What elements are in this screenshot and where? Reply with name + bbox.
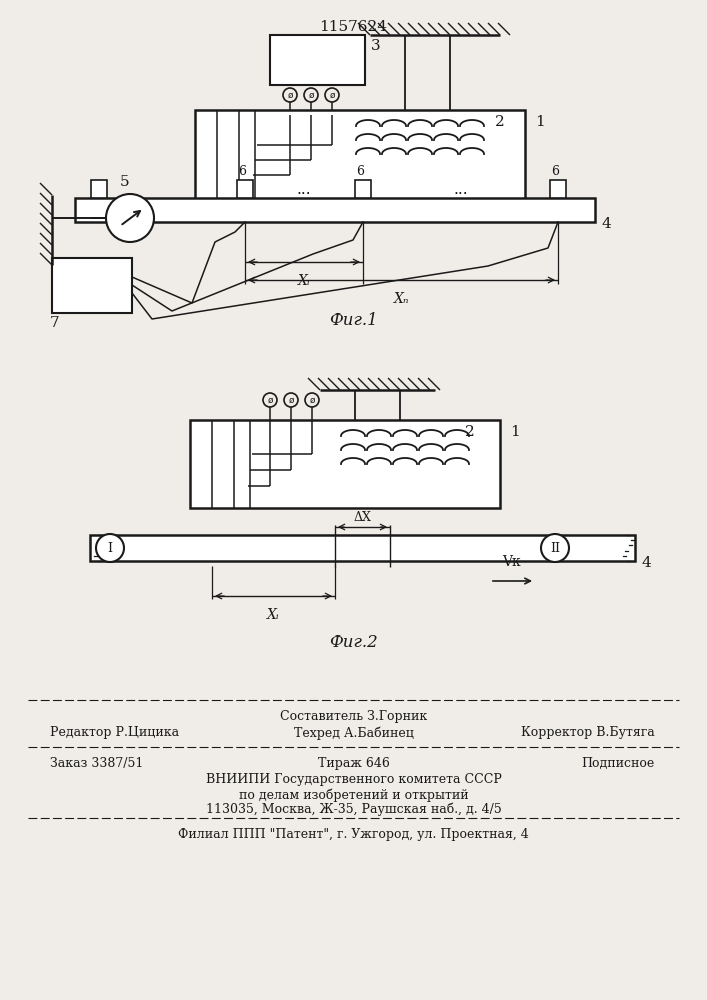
Text: 3: 3 [371,39,380,53]
Text: ВНИИПИ Государственного комитета СССР: ВНИИПИ Государственного комитета СССР [206,773,501,786]
Text: ΔX: ΔX [354,511,371,524]
Bar [52,258,132,313]
Bar [75,198,595,222]
Text: ø: ø [287,91,293,100]
Text: ø: ø [329,91,334,100]
Text: Xᵢ: Xᵢ [298,274,310,288]
Text: 2: 2 [465,425,474,439]
Text: 6: 6 [551,165,559,178]
Text: Фиг.1: Фиг.1 [329,312,378,329]
Circle shape [96,534,124,562]
Text: 6: 6 [238,165,246,178]
Circle shape [541,534,569,562]
Text: Редактор Р.Цицика: Редактор Р.Цицика [50,726,179,739]
Text: 4: 4 [601,217,611,231]
Text: Корректор В.Бутяга: Корректор В.Бутяга [521,726,655,739]
Circle shape [106,194,154,242]
Text: Фиг.2: Фиг.2 [329,634,378,651]
Text: Тираж 646: Тираж 646 [317,757,390,770]
Text: Заказ 3387/51: Заказ 3387/51 [50,757,144,770]
Text: 2: 2 [495,115,505,129]
Text: Подписное: Подписное [582,757,655,770]
Text: I: I [107,542,112,554]
Bar [190,420,500,508]
Text: 1157624: 1157624 [320,20,387,34]
Text: 7: 7 [50,316,59,330]
Text: 1: 1 [535,115,545,129]
Bar [195,110,525,200]
Text: Составитель З.Горник: Составитель З.Горник [280,710,427,723]
Text: II: II [550,542,560,554]
Bar [237,180,253,198]
Text: 4: 4 [641,556,650,570]
Text: Филиал ППП "Патент", г. Ужгород, ул. Проектная, 4: Филиал ППП "Патент", г. Ужгород, ул. Про… [178,828,529,841]
Bar [355,180,371,198]
Bar [550,180,566,198]
Text: Vк: Vк [503,555,521,569]
Text: Xₙ: Xₙ [394,292,409,306]
Text: ...: ... [453,182,468,196]
Text: ø: ø [288,395,293,404]
Text: Xᵢ: Xᵢ [267,608,280,622]
Bar [91,180,107,198]
Text: ø: ø [308,91,314,100]
Text: 5: 5 [120,175,130,189]
Bar [90,535,635,561]
Text: Техред А.Бабинец: Техред А.Бабинец [293,726,414,740]
Text: ø: ø [267,395,273,404]
Text: по делам изобретений и открытий: по делам изобретений и открытий [239,788,468,802]
Text: 1: 1 [510,425,520,439]
Bar [270,35,365,85]
Text: ø: ø [309,395,315,404]
Text: 113035, Москва, Ж-35, Раушская наб., д. 4/5: 113035, Москва, Ж-35, Раушская наб., д. … [206,803,501,816]
Text: 6: 6 [356,165,364,178]
Text: ...: ... [297,182,311,196]
